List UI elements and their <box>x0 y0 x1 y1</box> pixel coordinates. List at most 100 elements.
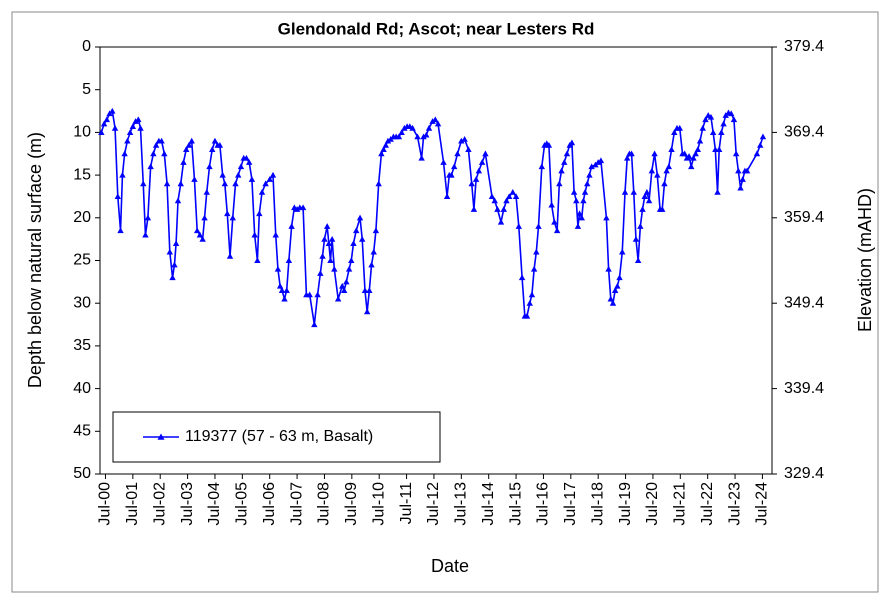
data-point <box>174 197 182 204</box>
data-point <box>254 257 261 264</box>
data-point <box>126 129 134 135</box>
data-point <box>185 142 193 148</box>
data-point <box>630 188 637 195</box>
data-point <box>648 167 656 174</box>
data-point <box>288 223 295 229</box>
data-point <box>643 188 651 195</box>
data-point <box>219 171 226 178</box>
y-axis-label: Depth below natural surface (m) <box>25 132 45 388</box>
y2-axis-label: Elevation (mAHD) <box>855 188 875 332</box>
y2-tick-label: 349.4 <box>784 294 824 311</box>
data-point <box>692 150 699 157</box>
x-tick-label: Jul-20 <box>644 482 661 526</box>
chart-title: Glendonald Rd; Ascot; near Lesters Rd <box>278 19 595 38</box>
data-point <box>619 248 626 255</box>
data-point <box>140 180 147 187</box>
y2-tick-label: 329.4 <box>784 465 824 482</box>
data-point <box>418 154 425 161</box>
data-point <box>317 270 324 276</box>
data-point <box>709 129 717 135</box>
data-point <box>594 159 602 165</box>
x-tick-label: Jul-11 <box>398 482 415 524</box>
data-point <box>597 157 605 164</box>
data-point <box>401 124 408 131</box>
plot-area <box>99 46 773 475</box>
data-point <box>614 282 621 289</box>
data-point <box>694 146 702 153</box>
data-point <box>688 163 695 170</box>
data-point <box>515 223 523 229</box>
y-tick-label: 35 <box>73 337 91 354</box>
data-point <box>690 154 697 161</box>
data-point <box>465 146 472 153</box>
data-point <box>730 116 738 123</box>
x-tick-label: Jul-19 <box>617 482 634 526</box>
data-point <box>715 146 723 153</box>
data-point <box>472 176 480 182</box>
data-point <box>147 163 154 170</box>
data-point <box>580 197 587 204</box>
data-point <box>132 118 139 124</box>
data-point <box>311 321 318 328</box>
x-tick-label: Jul-13 <box>453 482 470 526</box>
data-point <box>696 137 704 144</box>
data-point <box>325 240 333 246</box>
data-point <box>568 139 576 146</box>
data-point <box>398 129 405 135</box>
data-point <box>503 197 510 204</box>
data-point <box>737 184 744 191</box>
y2-tick-label: 369.4 <box>784 124 824 141</box>
data-point <box>161 150 168 157</box>
data-point <box>368 261 375 268</box>
data-point <box>420 133 427 140</box>
data-point <box>732 150 740 157</box>
data-point <box>224 210 231 217</box>
data-point <box>645 197 653 204</box>
data-point <box>757 142 764 148</box>
data-point <box>528 291 536 298</box>
data-point <box>199 235 206 242</box>
data-point <box>256 210 263 217</box>
data-point <box>448 171 455 178</box>
data-point <box>623 154 631 161</box>
data-point <box>475 167 483 174</box>
data-point <box>111 124 119 131</box>
x-tick-label: Jul-16 <box>535 482 552 526</box>
legend: 119377 (57 - 63 m, Basalt) <box>112 411 441 463</box>
data-point <box>443 193 451 200</box>
data-point <box>609 300 617 306</box>
x-tick-label: Jul-18 <box>589 482 606 526</box>
x-tick-label: Jul-14 <box>480 482 497 526</box>
legend-marker <box>157 433 165 440</box>
data-point <box>319 253 326 259</box>
data-point <box>523 312 531 319</box>
data-point <box>180 159 187 165</box>
x-tick-label: Jul-01 <box>124 482 141 526</box>
data-point <box>545 142 553 148</box>
y2-tick-label: 339.4 <box>784 380 824 397</box>
data-point <box>482 150 489 157</box>
data-point <box>634 257 642 264</box>
data-point <box>150 150 157 157</box>
data-point <box>488 193 496 200</box>
x-tick-label: Jul-24 <box>754 482 771 526</box>
data-point <box>607 295 614 302</box>
data-point <box>639 206 646 212</box>
data-point <box>605 265 612 272</box>
data-point <box>272 231 279 238</box>
data-point <box>293 206 301 212</box>
data-point <box>380 146 387 153</box>
x-tick-label: Jul-02 <box>151 482 168 526</box>
data-point <box>375 180 382 187</box>
data-point <box>100 120 108 127</box>
data-point <box>353 227 360 234</box>
data-point <box>395 133 403 140</box>
data-point <box>512 193 520 200</box>
data-point <box>216 142 224 148</box>
data-point <box>728 110 735 117</box>
data-point <box>278 287 286 293</box>
x-tick-label: Jul-04 <box>206 482 223 526</box>
data-point <box>654 171 661 178</box>
data-point <box>518 274 526 281</box>
data-point <box>206 163 213 170</box>
